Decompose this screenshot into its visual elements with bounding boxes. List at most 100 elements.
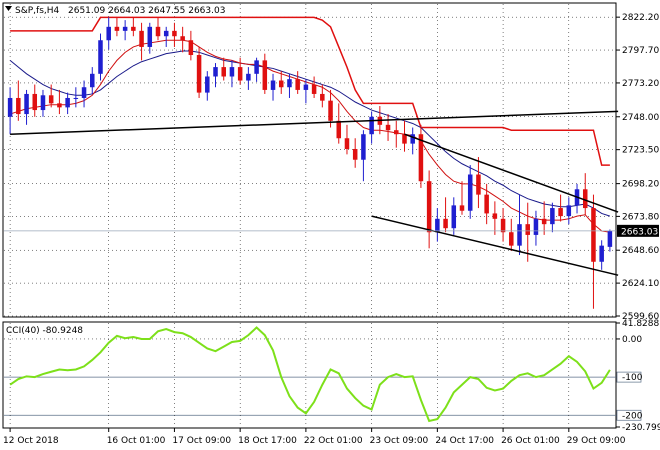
candle-body [426, 181, 432, 233]
candle [7, 87, 13, 135]
candle [509, 218, 514, 252]
candle-body [254, 60, 259, 74]
candle [205, 71, 210, 101]
candle-body [73, 97, 79, 99]
candle-body [385, 124, 391, 131]
cci-tick-label: -100 [622, 373, 643, 383]
candle-body [467, 174, 473, 211]
trend-line[interactable] [371, 215, 619, 276]
candle [254, 57, 259, 82]
candle-body [517, 224, 522, 246]
cci-pane-frame [2, 321, 617, 429]
candle-body [65, 97, 70, 108]
candle [352, 138, 358, 168]
candle-body [599, 245, 604, 262]
candle [541, 201, 547, 235]
candle [435, 208, 440, 242]
current-price-label: 2663.03 [621, 227, 658, 237]
candle-body [188, 40, 194, 56]
price-tick-label: 2599.60 [622, 312, 659, 322]
price-pane[interactable] [2, 2, 619, 318]
candle [492, 201, 498, 235]
candle-body [591, 208, 596, 262]
candle [188, 30, 194, 61]
candle-body [566, 205, 572, 217]
cci-pane[interactable]: CCI(40) -80.9248 [2, 321, 617, 429]
candle [344, 124, 350, 155]
cci-title: CCI(40) -80.9248 [6, 326, 83, 336]
candle-body [16, 97, 21, 115]
candle-body [295, 79, 300, 90]
symbol-label: S&P,fs,H4 [15, 6, 60, 16]
candle-body [410, 134, 415, 144]
time-tick-label: 29 Oct 09:00 [567, 436, 626, 446]
price-tick-label: 2673.80 [622, 212, 659, 222]
candle-body [122, 26, 128, 31]
candle [139, 22, 144, 61]
candle-body [558, 208, 563, 217]
candle-body [278, 80, 284, 88]
price-tick-label: 2624.10 [622, 279, 659, 289]
cci-axis: 41.8288 0.00 -100 -200 -230.7998 [616, 319, 660, 433]
candle [278, 71, 284, 94]
candle-body [180, 36, 185, 41]
trend-lines[interactable] [10, 110, 619, 276]
time-tick-label: 26 Oct 01:00 [501, 436, 560, 446]
trend-line[interactable] [404, 133, 619, 213]
candle [295, 71, 300, 94]
candle-body [81, 87, 87, 98]
candle-body [443, 218, 448, 229]
candle [459, 181, 465, 215]
candle-body [114, 26, 120, 31]
candle [65, 92, 70, 115]
chevron-down-icon[interactable] [5, 6, 12, 11]
candle [237, 57, 243, 85]
candle [443, 197, 448, 233]
candle [517, 194, 522, 256]
candle-body [205, 76, 210, 93]
candle [81, 80, 87, 108]
time-tick-label: 18 Oct 17:00 [238, 436, 297, 446]
candle [147, 22, 153, 54]
price-tick-label: 2698.20 [622, 180, 659, 190]
candle [229, 60, 235, 88]
candle-body [476, 174, 481, 195]
candle [418, 124, 424, 188]
candle-body [352, 148, 358, 160]
ma-fast-line [9, 39, 610, 233]
candle [90, 67, 95, 94]
candle-body [246, 73, 251, 81]
candle [607, 229, 613, 252]
candle [451, 197, 457, 235]
candle-body [221, 67, 226, 77]
candle [476, 157, 481, 209]
candle-body [492, 213, 498, 219]
candle-body [303, 84, 309, 90]
cci-tick-label: -200 [622, 411, 643, 421]
candle [336, 103, 342, 144]
candle-body [320, 93, 325, 101]
candle-body [418, 134, 424, 182]
current-price-box [617, 224, 659, 237]
trend-line[interactable] [10, 110, 619, 135]
candle-body [7, 97, 13, 117]
candle-body [459, 205, 465, 211]
time-tick-label: 24 Oct 17:00 [435, 436, 494, 446]
candle-body [196, 55, 202, 93]
candle-body [550, 208, 555, 225]
candle [369, 111, 374, 144]
candle [131, 17, 136, 37]
price-tick-label: 2648.60 [622, 246, 659, 256]
candle [500, 208, 506, 242]
candle [155, 17, 161, 41]
time-tick-label: 17 Oct 09:00 [172, 436, 231, 446]
candle [591, 194, 596, 309]
candle [180, 26, 185, 53]
time-tick-label: 12 Oct 2018 [3, 436, 59, 446]
candle [196, 46, 202, 98]
cci-tick-label: 0.00 [622, 335, 642, 345]
candle-body [541, 218, 547, 225]
candle-body [40, 95, 46, 111]
time-tick-label: 23 Oct 09:00 [370, 436, 429, 446]
candle [40, 89, 46, 117]
